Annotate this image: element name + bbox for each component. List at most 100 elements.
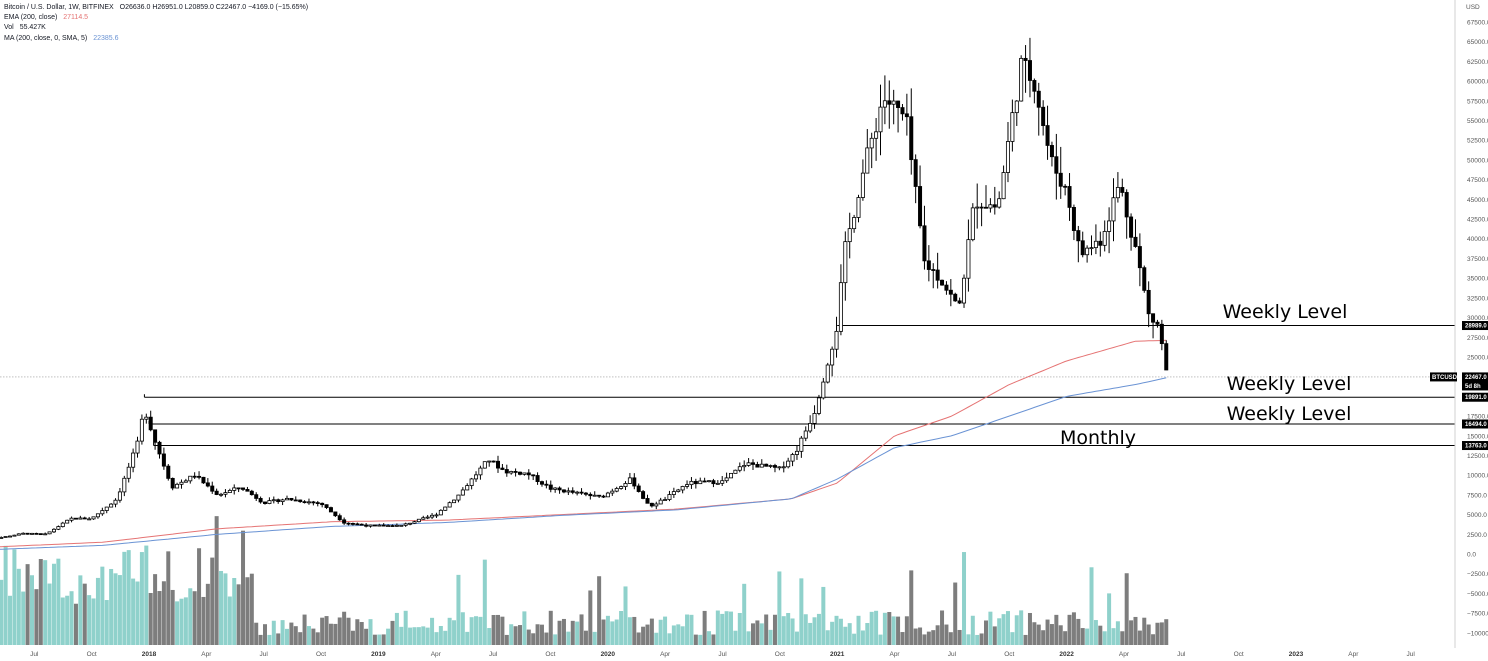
volume-bar bbox=[737, 612, 742, 645]
volume-bar bbox=[241, 530, 246, 645]
x-tick-label: Jul bbox=[718, 651, 727, 658]
candle-body bbox=[953, 293, 958, 302]
volume-bar bbox=[166, 551, 171, 645]
volume-bar bbox=[320, 617, 325, 645]
y-tick-label: 62500.0 bbox=[1467, 59, 1488, 66]
candle-body bbox=[78, 517, 83, 520]
candle-body bbox=[227, 490, 232, 494]
candle-body bbox=[100, 510, 105, 515]
volume-bar bbox=[755, 620, 760, 645]
volume-bar bbox=[918, 627, 923, 645]
candle-body bbox=[667, 494, 672, 500]
candle-body bbox=[852, 217, 857, 230]
candle-body bbox=[16, 533, 21, 536]
volume-bar bbox=[232, 578, 237, 645]
candle-body bbox=[1142, 267, 1147, 291]
candle-body bbox=[241, 487, 246, 490]
volume-bar bbox=[636, 632, 641, 645]
volume-bar bbox=[179, 598, 184, 645]
candle-body bbox=[799, 437, 804, 452]
volume-bar bbox=[1014, 615, 1019, 645]
volume-bar bbox=[350, 630, 355, 645]
current-price-tag bbox=[1462, 372, 1488, 391]
candle-body bbox=[113, 499, 118, 505]
candle-body bbox=[232, 487, 237, 491]
volume-bar bbox=[474, 616, 479, 645]
candle-body bbox=[91, 516, 96, 520]
candle-body bbox=[764, 463, 769, 467]
volume-bar bbox=[412, 627, 417, 645]
candle-body bbox=[724, 477, 729, 482]
volume-bar bbox=[416, 627, 421, 645]
volume-bar bbox=[328, 623, 333, 645]
volume-bar bbox=[649, 618, 654, 645]
candle-body bbox=[73, 517, 78, 520]
volume-bar bbox=[1063, 631, 1068, 645]
legend-ma-row[interactable]: MA (200, close, 0, SMA, 5) 22385.6 bbox=[4, 34, 308, 44]
legend-symbol[interactable]: Bitcoin / U.S. Dollar, 1W, BITFINEX bbox=[4, 4, 114, 11]
volume-bar bbox=[702, 610, 707, 645]
volume-bar bbox=[966, 634, 971, 645]
candle-body bbox=[742, 465, 747, 468]
candle-body bbox=[882, 100, 887, 108]
candle-body bbox=[188, 475, 193, 482]
candle-body bbox=[526, 472, 531, 476]
legend-ema-row[interactable]: EMA (200, close) 27114.5 bbox=[4, 13, 308, 23]
candle-body bbox=[47, 531, 52, 535]
volume-bar bbox=[126, 550, 131, 645]
volume-bar bbox=[1115, 621, 1120, 645]
candle-body bbox=[236, 487, 241, 490]
candle-body bbox=[557, 487, 562, 491]
volume-bar bbox=[104, 600, 109, 645]
candle-body bbox=[715, 482, 720, 485]
volume-bar bbox=[482, 559, 487, 645]
volume-bar bbox=[3, 545, 8, 645]
candle-body bbox=[1049, 145, 1054, 158]
y-tick-label: 45000.0 bbox=[1467, 197, 1488, 204]
candle-body bbox=[1054, 156, 1059, 174]
candle-body bbox=[219, 493, 224, 496]
candle-body bbox=[601, 495, 606, 498]
candle-body bbox=[926, 260, 931, 270]
x-tick-label: Jul bbox=[489, 651, 498, 658]
volume-bar bbox=[887, 612, 892, 645]
volume-bar bbox=[724, 611, 729, 645]
candle-body bbox=[438, 509, 443, 516]
candle-body bbox=[465, 485, 470, 491]
volume-bar bbox=[227, 596, 232, 645]
volume-bar bbox=[676, 624, 681, 645]
candle-body bbox=[1085, 247, 1090, 256]
volume-bar bbox=[34, 589, 39, 645]
volume-bar bbox=[570, 620, 575, 645]
volume-bar bbox=[786, 612, 791, 645]
x-tick-label: 2022 bbox=[1059, 651, 1074, 658]
volume-bar bbox=[399, 626, 404, 645]
candle-body bbox=[324, 504, 329, 508]
volume-bar bbox=[170, 589, 175, 645]
candle-body bbox=[122, 477, 127, 493]
countdown-text: 5d 8h bbox=[1465, 384, 1481, 390]
x-tick-label: Apr bbox=[889, 651, 900, 658]
candle-body bbox=[201, 476, 206, 484]
volume-bar bbox=[452, 620, 457, 645]
candle-body bbox=[711, 480, 716, 485]
candle-body bbox=[1010, 112, 1015, 142]
x-tick-label: Jul bbox=[948, 651, 957, 658]
candle-body bbox=[970, 207, 975, 241]
volume-bar bbox=[799, 578, 804, 645]
volume-bar bbox=[970, 615, 975, 645]
x-tick-label: 2019 bbox=[371, 651, 386, 658]
candle-body bbox=[487, 460, 492, 463]
legend-vol-row[interactable]: Vol 55.427K bbox=[4, 23, 308, 33]
candle-body bbox=[922, 225, 927, 262]
level-tag-text: 13763.0 bbox=[1465, 444, 1487, 450]
volume-bar bbox=[276, 633, 281, 645]
volume-bar bbox=[258, 634, 263, 645]
legend-vol-value: 55.427K bbox=[19, 24, 46, 32]
volume-bar bbox=[1085, 628, 1090, 645]
candle-body bbox=[482, 461, 487, 469]
candle-body bbox=[1102, 231, 1107, 246]
candle-body bbox=[874, 131, 879, 139]
candle-body bbox=[1159, 323, 1164, 345]
